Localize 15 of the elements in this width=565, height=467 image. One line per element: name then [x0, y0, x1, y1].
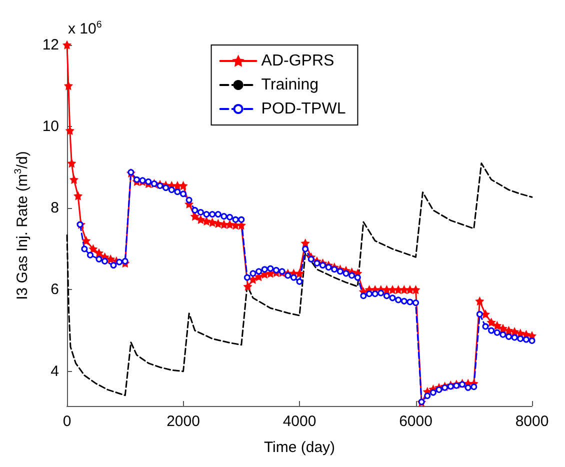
legend-label: POD-TPWL: [261, 100, 346, 118]
x-tick-label: 0: [62, 413, 72, 430]
x-axis-title: Time (day): [264, 439, 336, 456]
y-tick-label: 6: [50, 281, 59, 298]
legend-label: AD-GPRS: [261, 52, 334, 70]
y-tick-label: 10: [42, 118, 59, 136]
y-tick-label: 12: [42, 36, 59, 54]
x-tick-label: 4000: [282, 413, 316, 430]
x-tick-label: 2000: [166, 413, 200, 430]
x-tick-label: 6000: [399, 413, 432, 430]
y-tick-label: 8: [50, 200, 59, 217]
y-axis-title: I3 Gas Inj. Rate (m3/d): [13, 151, 31, 300]
legend-label: Training: [261, 76, 318, 94]
x-tick-label: 8000: [515, 413, 549, 430]
y-tick-label: 4: [50, 362, 59, 380]
